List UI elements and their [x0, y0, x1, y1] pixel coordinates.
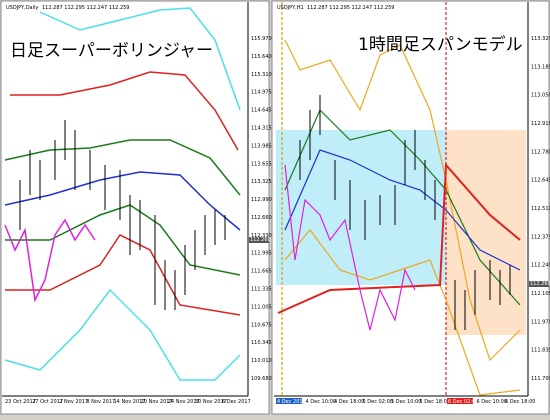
price-label: 111.665: [251, 269, 272, 275]
date-label: 5 Dec 02:00: [363, 399, 393, 405]
price-label: 115.310: [251, 72, 272, 78]
current-price-box: [529, 281, 549, 287]
price-label: 112.915: [531, 121, 550, 127]
candles: [19, 120, 226, 310]
date-label: 5 Dec 18:00: [420, 399, 450, 405]
price-label: 112.780: [531, 149, 550, 155]
ohlc: 112.287 112.295 112.247 112.259: [42, 5, 129, 11]
band: [39, 7, 241, 111]
chikou: [284, 164, 416, 331]
date-highlight: [447, 398, 473, 404]
price-label: 111.995: [251, 251, 272, 257]
price-label: 112.240: [531, 263, 550, 269]
band: [4, 139, 241, 196]
price-label: 113.985: [251, 143, 272, 149]
date-label: 6 Dec 10:00: [477, 399, 507, 405]
chikou: [4, 218, 96, 303]
date-label: 5 Dec 10:00: [391, 399, 421, 405]
left-plot: [4, 7, 241, 381]
ohlc: 112.287 112.295 112.247 112.259: [307, 5, 394, 11]
date-label: 4 Dec 2017: [277, 399, 306, 405]
price-label: 113.320: [531, 36, 550, 42]
price-label: 112.990: [251, 197, 272, 203]
date-label: 8 Nov 2017: [86, 399, 115, 405]
price-label: 111.335: [251, 287, 272, 293]
window-header: USDJPY,H1: [277, 5, 304, 11]
price-label: 114.645: [251, 108, 272, 114]
price-label: 115.640: [251, 54, 272, 60]
price-label: 113.655: [251, 161, 272, 167]
current-price-box: [249, 237, 269, 243]
date-highlight: [276, 398, 302, 404]
span: [277, 162, 521, 314]
date-label: 20 Nov 2017: [141, 399, 173, 405]
price-label: 114.315: [251, 125, 272, 131]
date-label: 4 Dec 18:00: [334, 399, 364, 405]
price-label: 110.010: [251, 358, 272, 364]
band: [284, 229, 521, 396]
price-label: 110.345: [251, 340, 272, 346]
date-label: 4 Dec 10:00: [306, 399, 336, 405]
window-header: USDJPY,Daily: [6, 5, 38, 11]
price-label: 111.700: [531, 376, 550, 382]
date-label: 6 Dec 18:00: [505, 399, 535, 405]
price-label: 113.185: [531, 64, 550, 70]
price-label: 112.330: [251, 233, 272, 239]
date-label: 14 Nov 2017: [114, 399, 146, 405]
price-label: 110.675: [251, 322, 272, 328]
price-label: 109.680: [251, 376, 272, 382]
price-label: 111.005: [251, 304, 272, 310]
price-label: 114.975: [251, 90, 272, 96]
price-label: 112.510: [531, 206, 550, 212]
price-label: 113.325: [251, 179, 272, 185]
price-label: 112.645: [531, 178, 550, 184]
band: [4, 171, 241, 231]
date-label: 27 Oct 2017: [32, 399, 63, 405]
price-label: 111.970: [531, 319, 550, 325]
band: [284, 39, 521, 362]
price-label: 112.105: [531, 291, 550, 297]
price-label: 113.050: [531, 93, 550, 99]
date-label: 24 Nov 2017: [168, 399, 200, 405]
date-label: 2 Nov 2017: [59, 399, 88, 405]
price-label: 115.970: [251, 36, 272, 42]
date-label: 30 Nov 2017: [195, 399, 227, 405]
overlay-title: 1時間足スパンモデル: [358, 34, 523, 55]
date-label: 6 Dec 2017: [222, 399, 251, 405]
current-price: 112.260: [250, 237, 271, 243]
candles: [299, 95, 511, 330]
right-plot: [276, 2, 526, 396]
price-label: 112.375: [531, 234, 550, 240]
date-label: 6 Dec 02:00: [448, 399, 478, 405]
date-label: 23 Oct 2017: [5, 399, 36, 405]
band: [10, 71, 239, 151]
current-price: 112.260: [530, 281, 550, 287]
band: [5, 234, 241, 316]
price-label: 112.660: [251, 215, 272, 221]
cloud: [446, 130, 526, 335]
overlay-title: 日足スーパーボリンジャー: [10, 41, 213, 61]
band: [4, 288, 241, 381]
price-label: 111.835: [531, 348, 550, 354]
